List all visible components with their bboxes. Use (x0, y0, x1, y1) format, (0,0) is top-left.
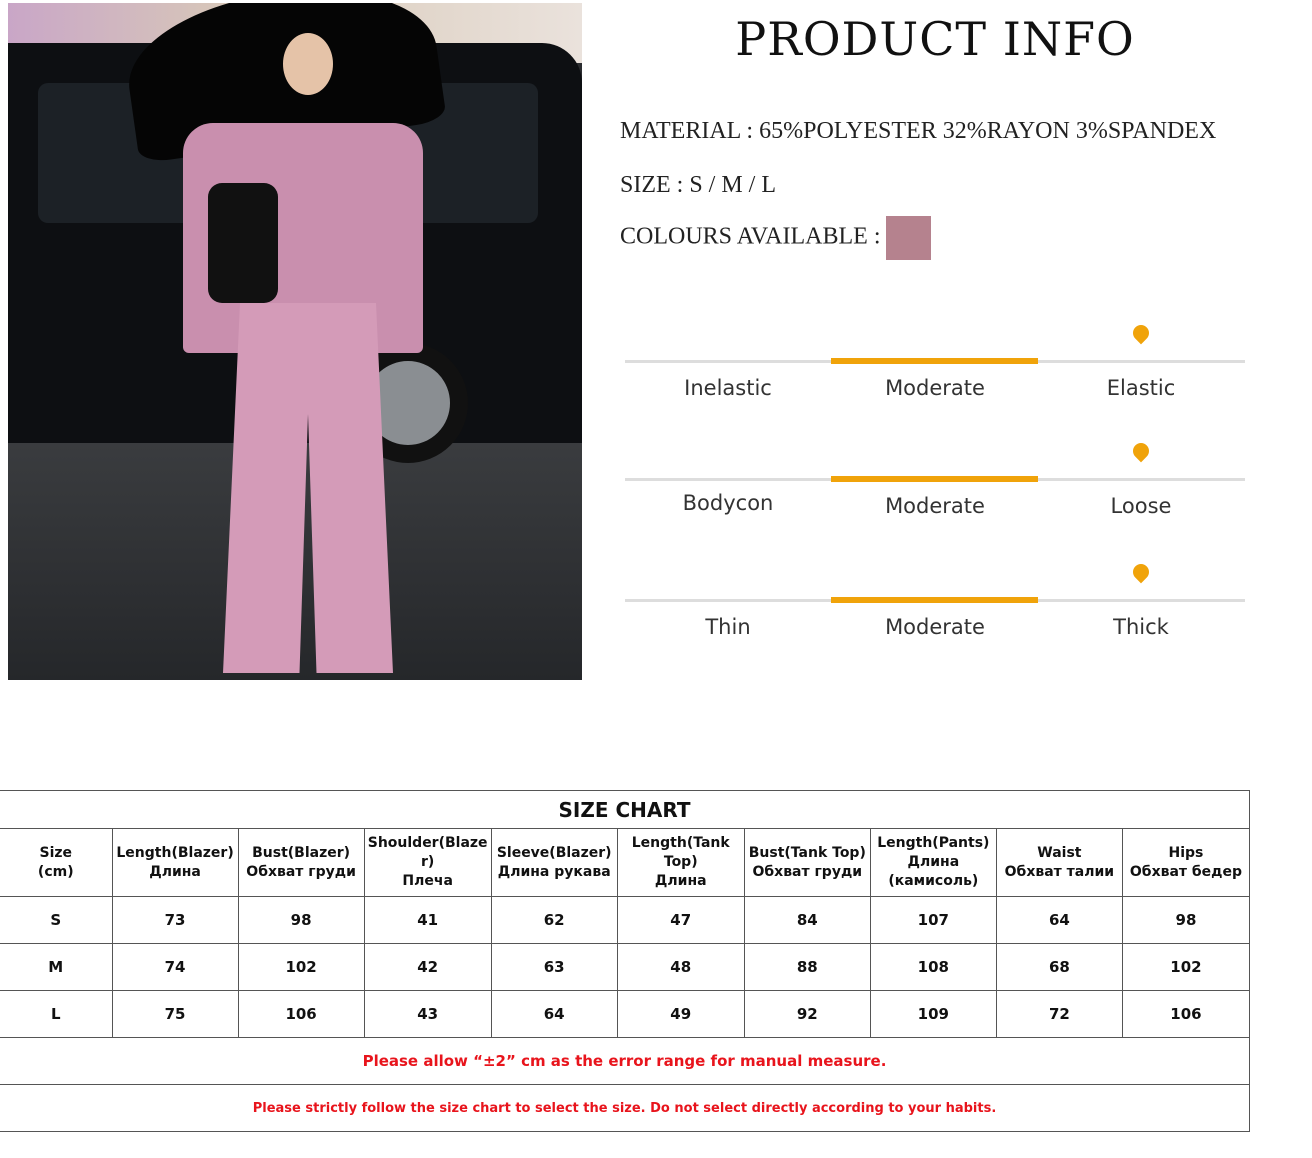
header-line: Hips (1168, 844, 1204, 861)
table-cell: 49 (616, 990, 745, 1038)
column-header: Length(Blazer) Длина (111, 828, 239, 897)
scale-label-middle: Moderate (885, 376, 985, 400)
table-row: M 74 102 42 63 48 88 108 68 102 (0, 943, 1251, 991)
colours-row: COLOURS AVAILABLE : (620, 216, 932, 260)
header-line: Длина (907, 854, 960, 870)
size-chart-note1: Please allow “±2” cm as the error range … (0, 1037, 1250, 1085)
column-header: Hips Обхват бедер (1121, 828, 1251, 897)
header-line: (камисоль) (888, 873, 979, 889)
table-cell: 88 (743, 943, 871, 991)
scale-label-right: Loose (1110, 494, 1172, 518)
table-cell: 109 (869, 990, 997, 1038)
table-cell: 102 (237, 943, 365, 991)
table-cell: 75 (111, 990, 239, 1038)
table-cell: 48 (616, 943, 745, 991)
table-cell: M (0, 943, 113, 991)
scale-label-middle: Moderate (885, 494, 985, 518)
table-cell: 73 (111, 896, 239, 944)
header-line: Length(Blazer) (116, 844, 234, 861)
header-line: Size (39, 844, 73, 861)
colours-label: COLOURS AVAILABLE : (620, 223, 881, 250)
header-line: Обхват талии (1004, 863, 1115, 880)
scale-label-left: Bodycon (682, 491, 774, 515)
table-cell: L (0, 990, 113, 1038)
size-text: SIZE : S / M / L (620, 172, 777, 198)
scale-bar (625, 439, 1245, 482)
table-cell: 106 (1121, 990, 1251, 1038)
product-photo (8, 3, 582, 680)
table-cell: 72 (995, 990, 1123, 1038)
header-line: Длина рукава (497, 863, 611, 880)
material-text: MATERIAL : 65%POLYESTER 32%RAYON 3%SPAND… (620, 118, 1217, 144)
header-line: Sleeve(Blazer) (496, 844, 612, 861)
table-cell: 64 (995, 896, 1123, 944)
location-pin-icon (1129, 321, 1153, 345)
header-line: Плеча (402, 873, 453, 889)
header-line: Length(Pants) (877, 835, 990, 851)
column-header: Bust(Tank Top) Обхват груди (743, 828, 871, 897)
table-cell: S (0, 896, 113, 944)
column-header: Shoulder(Blaze r) Плеча (363, 828, 492, 897)
header-line: (cm) (37, 863, 74, 880)
header-line: Length(Tank (631, 835, 730, 851)
size-chart-note2: Please strictly follow the size chart to… (0, 1084, 1250, 1132)
colour-swatch-pink (886, 216, 932, 260)
location-pin-icon (1129, 439, 1153, 463)
header-line: Обхват груди (246, 863, 356, 880)
column-header: Length(Pants) Длина (камисоль) (869, 828, 997, 897)
table-cell: 107 (869, 896, 997, 944)
table-cell: 62 (490, 896, 618, 944)
table-cell: 102 (1121, 943, 1251, 991)
scale-label-right: Thick (1113, 615, 1169, 639)
table-cell: 106 (237, 990, 365, 1038)
table-row: S 73 98 41 62 47 84 107 64 98 (0, 896, 1251, 944)
table-row: L 75 106 43 64 49 92 109 72 106 (0, 990, 1251, 1038)
table-cell: 74 (111, 943, 239, 991)
table-cell: 41 (363, 896, 492, 944)
scale-label-left: Thin (705, 615, 751, 639)
scale-label-right: Elastic (1106, 376, 1176, 400)
table-cell: 108 (869, 943, 997, 991)
size-chart-title: SIZE CHART (0, 790, 1250, 829)
header-line: Shoulder(Blaze (367, 835, 488, 851)
column-header: Sleeve(Blazer) Длина рукава (490, 828, 618, 897)
header-line: Длина (654, 873, 707, 889)
header-line: Bust(Blazer) (252, 844, 351, 861)
scale-bar (625, 321, 1245, 364)
scale-label-middle: Moderate (885, 615, 985, 639)
product-info-title: PRODUCT INFO (735, 12, 1135, 66)
column-header: Bust(Blazer) Обхват груди (237, 828, 365, 897)
header-line: Длина (149, 863, 201, 880)
column-header: Size (cm) (0, 828, 113, 897)
header-line: Обхват груди (752, 863, 863, 880)
table-cell: 64 (490, 990, 618, 1038)
table-cell: 98 (1121, 896, 1251, 944)
header-line: Bust(Tank Top) (748, 844, 866, 861)
table-cell: 68 (995, 943, 1123, 991)
column-header: Waist Обхват талии (995, 828, 1123, 897)
table-cell: 43 (363, 990, 492, 1038)
header-line: Обхват бедер (1129, 863, 1242, 880)
scale-selected-segment (831, 439, 1153, 482)
location-pin-icon (1129, 560, 1153, 584)
header-line: Waist (1037, 844, 1082, 861)
scale-selected-segment (831, 321, 1153, 364)
scale-selected-segment (831, 560, 1153, 603)
header-row: Size (cm) Length(Blazer) Длина Bust(Blazer) О… (0, 828, 1251, 897)
header-line: r) (420, 854, 435, 870)
table-cell: 92 (743, 990, 871, 1038)
table-cell: 98 (237, 896, 365, 944)
table-cell: 84 (743, 896, 871, 944)
scale-label-left: Inelastic (684, 376, 772, 400)
table-cell: 63 (490, 943, 618, 991)
header-line: Top) (663, 854, 698, 870)
size-chart-table: SIZE CHART Size (cm) Length(Blazer) Длина Bu… (0, 790, 1251, 1132)
table-cell: 42 (363, 943, 492, 991)
column-header: Length(Tank Top) Длина (616, 828, 745, 897)
table-cell: 47 (616, 896, 745, 944)
scale-bar (625, 560, 1245, 603)
